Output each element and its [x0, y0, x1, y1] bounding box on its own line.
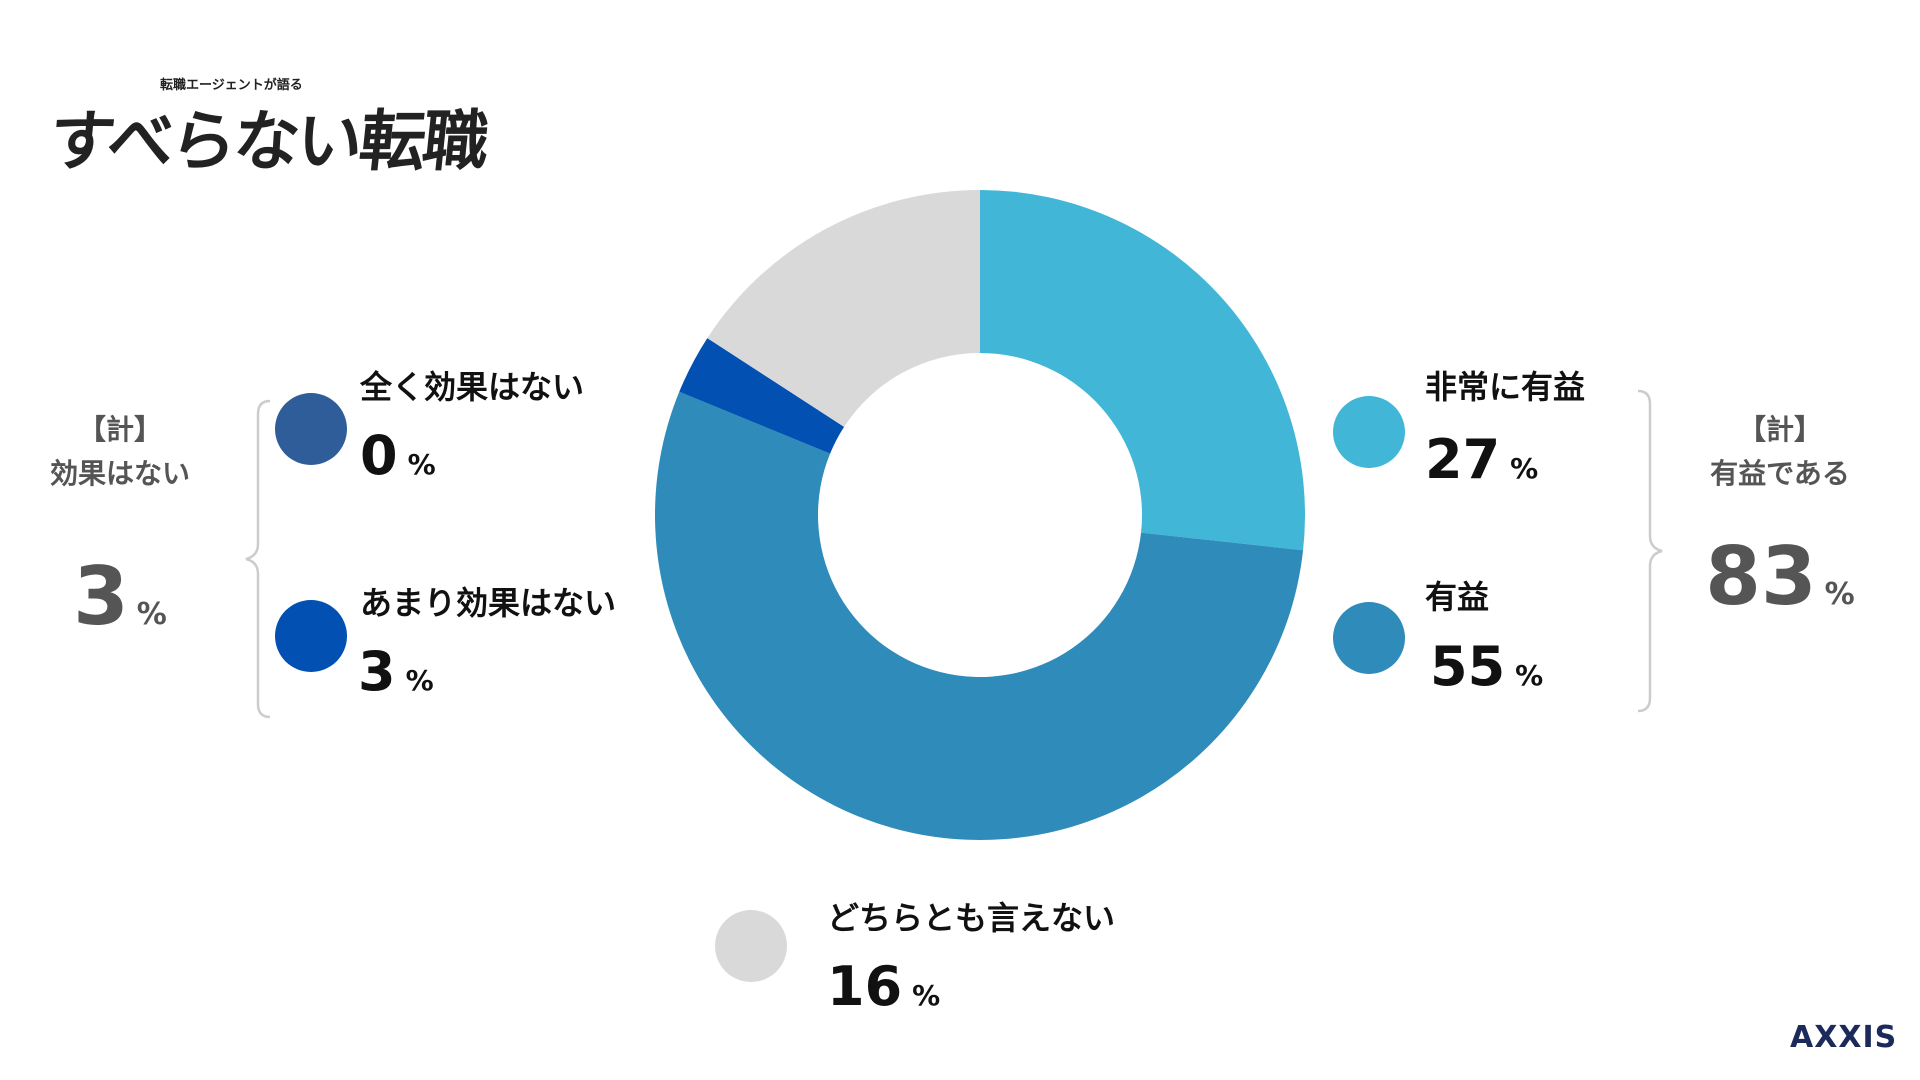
value-unit: % [1510, 452, 1539, 485]
donut-slice-1 [655, 391, 1304, 840]
legend-label-not-effective: 全く効果はない [360, 368, 585, 406]
brand-logo: AXXIS [1790, 1020, 1898, 1055]
total-not-effective-label: 効果はない [49, 457, 190, 490]
value-number: 16 [827, 955, 903, 1018]
value-unit: % [405, 664, 434, 697]
legend-value-neutral: 16% [827, 955, 940, 1018]
legend-label-useful: 有益 [1425, 578, 1490, 616]
total-number: 83 [1705, 530, 1817, 623]
total-useful-heading: 【計】 有益である [1670, 408, 1890, 496]
value-number: 0 [360, 424, 398, 487]
legend-dot-neutral [715, 910, 787, 982]
value-number: 27 [1425, 428, 1501, 491]
total-not-effective-value: 3% [10, 550, 230, 643]
legend-label-little-effect: あまり効果はない [360, 584, 617, 622]
right-group-brace [1637, 389, 1663, 713]
legend-label-very-useful: 非常に有益 [1425, 368, 1586, 406]
legend-dot-very-useful [1333, 396, 1405, 468]
donut-slice-0 [980, 190, 1305, 551]
total-unit: % [1824, 577, 1855, 612]
legend-value-not-effective: 0% [360, 424, 436, 487]
value-unit: % [912, 979, 941, 1012]
value-unit: % [407, 448, 436, 481]
legend-dot-not-effective [275, 393, 347, 465]
legend-value-very-useful: 27% [1425, 428, 1538, 491]
legend-dot-little-effect [275, 600, 347, 672]
total-not-effective-bracket: 【計】 [77, 413, 162, 446]
total-useful-label: 有益である [1710, 457, 1850, 490]
legend-value-useful: 55% [1430, 635, 1543, 698]
logo-title: すべらない転職 [45, 102, 490, 180]
legend-dot-useful [1333, 602, 1405, 674]
donut-slice-4 [707, 190, 980, 427]
total-not-effective-heading: 【計】 効果はない [10, 408, 230, 496]
logo: 転職エージェントが語る すべらない転職 [45, 60, 490, 180]
total-useful-value: 83% [1670, 530, 1890, 623]
logo-subtitle: 転職エージェントが語る [160, 78, 303, 93]
value-unit: % [1515, 659, 1544, 692]
left-group-brace [245, 399, 271, 719]
total-unit: % [136, 597, 167, 632]
donut-slice-2 [679, 338, 845, 454]
value-number: 55 [1430, 635, 1506, 698]
legend-value-little-effect: 3% [358, 640, 434, 703]
legend-label-neutral: どちらとも言えない [827, 899, 1116, 937]
value-number: 3 [358, 640, 396, 703]
donut-chart [655, 190, 1305, 840]
total-useful-bracket: 【計】 [1737, 413, 1822, 446]
total-number: 3 [73, 550, 129, 643]
